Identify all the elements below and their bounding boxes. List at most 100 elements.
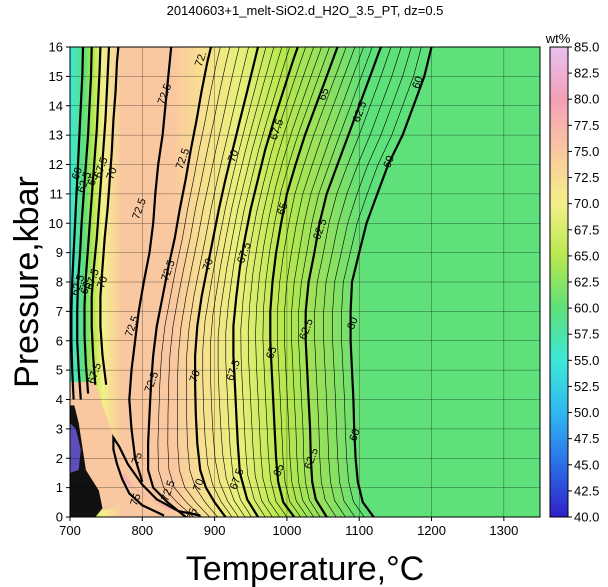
- contour-line-67_5: [90, 47, 111, 385]
- x-axis: 700 800 900 1000 1100 1200 1300: [59, 517, 518, 538]
- contour-label: 75: [185, 507, 200, 523]
- contour-label: 65: [316, 87, 331, 103]
- minor-contour-line: [247, 47, 314, 517]
- minor-contour-line: [225, 47, 291, 517]
- y-tick-label: 13: [49, 128, 63, 143]
- contour-label-text: 65: [316, 87, 331, 103]
- minor-contour-line: [277, 47, 347, 517]
- y-tick-label: 8: [56, 275, 63, 290]
- y-tick-label: 5: [56, 363, 63, 378]
- contour-label-text: 70: [201, 257, 216, 273]
- colorbar-tick-label: 60.0: [574, 301, 599, 316]
- contour-label-text: 75: [185, 507, 200, 523]
- contour-label: 75: [128, 492, 143, 508]
- colorbar-tick-label: 50.0: [574, 405, 599, 420]
- y-tick-label: 11: [50, 186, 64, 201]
- contour-label-text: 70: [104, 166, 119, 182]
- contour-label-text: 75: [128, 492, 143, 508]
- contour-label: 72.: [193, 50, 210, 68]
- contour-label: 60: [381, 154, 396, 170]
- minor-contour-line: [167, 47, 231, 517]
- plot-area: 6060606062.562.562.562.56565656567.567.5…: [70, 47, 540, 523]
- x-tick-label: 700: [59, 523, 81, 538]
- contour-label-text: 75: [130, 451, 145, 467]
- contour-label: 70: [191, 477, 206, 493]
- colorbar-tick-label: 40.0: [574, 510, 599, 525]
- y-axis-label: Pressure,kbar: [8, 176, 46, 388]
- contour-label-text: 65: [264, 345, 279, 361]
- contour-label: 75: [130, 451, 145, 467]
- x-tick-label: 900: [204, 523, 226, 538]
- minor-contour-line: [291, 47, 364, 517]
- contour-label: 70: [188, 369, 203, 385]
- contour-label: 65: [264, 345, 279, 361]
- contour-label: 65: [275, 201, 290, 217]
- colorbar-tick-label: 75.0: [574, 144, 599, 159]
- minor-contour-line: [262, 47, 330, 517]
- contour-label: 60: [345, 316, 360, 332]
- contour-label: 65: [78, 280, 93, 296]
- colorbar-tick-label: 65.0: [574, 248, 599, 263]
- contour-line-62_5: [76, 47, 93, 400]
- contour-label-text: 60: [345, 316, 360, 332]
- colorbar-tick-label: 45.0: [574, 457, 599, 472]
- contour-line-75: [112, 434, 201, 517]
- contour-line-70: [99, 47, 120, 385]
- colorbar-tick-label: 57.5: [574, 327, 599, 342]
- minor-contour-line: [176, 47, 240, 517]
- contour-label: 70: [95, 275, 110, 291]
- y-tick-label: 9: [56, 245, 63, 260]
- minor-contour-line: [298, 47, 373, 517]
- contour-line-72_5: [128, 47, 173, 483]
- x-tick-label: 1000: [272, 523, 301, 538]
- colorbar-tick-label: 67.5: [574, 222, 599, 237]
- y-tick-label: 14: [49, 98, 63, 113]
- y-tick-label: 16: [49, 40, 63, 55]
- y-tick-label: 2: [56, 451, 63, 466]
- contour-label-text: 70: [188, 369, 203, 385]
- y-tick-label: 4: [56, 392, 63, 407]
- contour-label-text: 65: [271, 463, 286, 479]
- contour-label: 65: [271, 463, 286, 479]
- contour-line-60: [70, 47, 85, 400]
- minor-contour-line: [314, 47, 392, 517]
- colorbar-tick-label: 77.5: [574, 118, 599, 133]
- contour-label: 60: [410, 75, 425, 91]
- contour-label-text: 65: [275, 201, 290, 217]
- contour-label: 70: [104, 166, 119, 182]
- contour-label: 70: [201, 257, 216, 273]
- contour-label: 70: [226, 148, 241, 164]
- contour-label: 65: [86, 172, 101, 188]
- y-tick-label: 3: [56, 421, 63, 436]
- contour-line-65: [269, 47, 339, 517]
- contour-line-62_5: [304, 47, 382, 517]
- x-axis-label: Temperature,°C: [186, 550, 424, 587]
- contour-label: 60: [347, 427, 362, 443]
- colorbar-tick-label: 80.0: [574, 92, 599, 107]
- contour-line-60: [349, 47, 433, 517]
- contour-label-text: 60: [70, 166, 85, 182]
- x-tick-label: 1200: [417, 523, 446, 538]
- fill-region: [70, 423, 81, 473]
- minor-contour-line: [332, 47, 412, 517]
- colorbar-tick-label: 72.5: [574, 170, 599, 185]
- minor-contour-line: [255, 47, 322, 517]
- contour-label-text: 70: [191, 477, 206, 493]
- y-tick-label: 1: [56, 480, 63, 495]
- y-tick-label: 15: [49, 69, 63, 84]
- colorbar-tick-label: 82.5: [574, 66, 599, 81]
- chart-title: 20140603+1_melt-SiO2.d_H2O_3.5_PT, dz=0.…: [167, 3, 444, 18]
- contour-line-70: [194, 47, 260, 517]
- contour-label: 60: [70, 166, 85, 182]
- minor-contour-line: [157, 47, 221, 517]
- contour-label-text: 70: [226, 148, 241, 164]
- minor-contour-line: [210, 47, 275, 517]
- y-tick-label: 12: [49, 157, 63, 172]
- contour-line-72_5: [147, 47, 213, 517]
- colorbar-gradient: [549, 46, 569, 518]
- y-tick-label: 6: [56, 333, 63, 348]
- colorbar-tick-label: 47.5: [574, 431, 599, 446]
- y-tick-label: 0: [56, 510, 63, 525]
- contour-label-text: 72.: [193, 50, 210, 68]
